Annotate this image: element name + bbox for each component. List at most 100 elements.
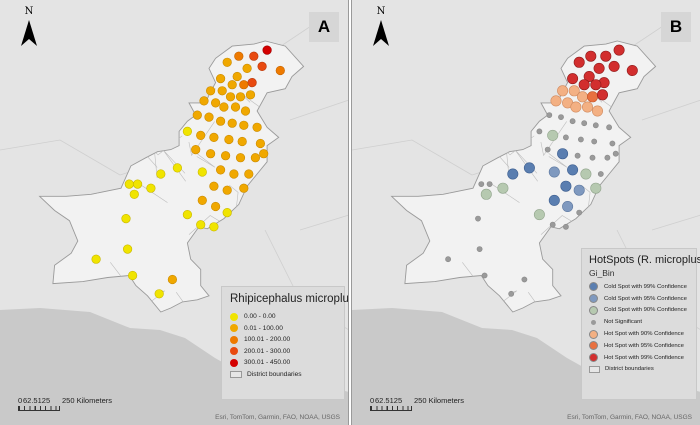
sample-point[interactable]	[216, 165, 226, 175]
sample-point[interactable]	[544, 146, 551, 153]
sample-point[interactable]	[227, 80, 237, 90]
sample-point[interactable]	[481, 272, 488, 279]
sample-point[interactable]	[182, 210, 192, 220]
sample-point[interactable]	[557, 85, 569, 97]
sample-point[interactable]	[219, 102, 229, 112]
sample-point[interactable]	[590, 79, 602, 91]
sample-point[interactable]	[604, 154, 611, 161]
sample-point[interactable]	[129, 189, 139, 199]
map-panel-b[interactable]: N B HotSpots (R. microplus) Gi_Bin Cold …	[351, 0, 700, 425]
sample-point[interactable]	[133, 179, 143, 189]
sample-point[interactable]	[191, 145, 201, 155]
sample-point[interactable]	[222, 57, 232, 67]
sample-point[interactable]	[626, 65, 638, 77]
sample-point[interactable]	[570, 101, 582, 113]
sample-point[interactable]	[242, 63, 252, 73]
sample-point[interactable]	[211, 98, 221, 108]
sample-point[interactable]	[533, 209, 545, 221]
sample-point[interactable]	[222, 185, 232, 195]
sample-point[interactable]	[211, 201, 221, 212]
sample-point[interactable]	[262, 45, 272, 55]
sample-point[interactable]	[199, 96, 209, 106]
sample-point[interactable]	[558, 114, 564, 120]
sample-point[interactable]	[122, 244, 133, 254]
sample-point[interactable]	[156, 169, 166, 179]
sample-point[interactable]	[587, 91, 599, 103]
sample-point[interactable]	[580, 168, 592, 180]
sample-point[interactable]	[508, 290, 515, 297]
sample-point[interactable]	[612, 150, 619, 157]
sample-point[interactable]	[275, 65, 285, 76]
sample-point[interactable]	[196, 220, 206, 230]
sample-point[interactable]	[536, 128, 543, 135]
sample-point[interactable]	[480, 188, 492, 200]
sample-point[interactable]	[227, 118, 237, 128]
map-panel-a[interactable]: N A Rhipicephalus microplus 0.00 - 0.00 …	[0, 0, 349, 425]
sample-point[interactable]	[222, 208, 232, 218]
sample-point[interactable]	[573, 56, 585, 68]
sample-point[interactable]	[548, 194, 560, 206]
sample-point[interactable]	[549, 221, 556, 228]
sample-point[interactable]	[217, 86, 227, 96]
sample-point[interactable]	[591, 138, 598, 145]
sample-point[interactable]	[583, 71, 595, 83]
sample-point[interactable]	[590, 182, 602, 194]
sample-point[interactable]	[557, 148, 569, 160]
sample-point[interactable]	[476, 246, 483, 252]
sample-point[interactable]	[613, 44, 625, 56]
sample-point[interactable]	[475, 215, 481, 222]
sample-point[interactable]	[592, 122, 599, 129]
sample-point[interactable]	[445, 256, 451, 263]
sample-point[interactable]	[577, 91, 589, 103]
sample-point[interactable]	[182, 126, 192, 136]
sample-point[interactable]	[239, 80, 249, 90]
sample-point[interactable]	[521, 276, 528, 283]
sample-point[interactable]	[578, 79, 590, 91]
sample-point[interactable]	[562, 223, 569, 230]
sample-point[interactable]	[478, 181, 485, 187]
sample-point[interactable]	[237, 136, 247, 147]
sample-point[interactable]	[497, 182, 509, 194]
sample-point[interactable]	[216, 116, 226, 126]
sample-point[interactable]	[486, 181, 493, 187]
sample-point[interactable]	[523, 162, 535, 174]
sample-point[interactable]	[582, 101, 594, 113]
sample-point[interactable]	[569, 118, 576, 125]
sample-point[interactable]	[209, 132, 219, 142]
sample-point[interactable]	[240, 106, 251, 116]
sample-point[interactable]	[239, 183, 249, 193]
sample-point[interactable]	[567, 164, 579, 176]
sample-point[interactable]	[221, 151, 231, 161]
sample-point[interactable]	[235, 153, 246, 163]
sample-point[interactable]	[146, 183, 156, 193]
sample-point[interactable]	[245, 90, 256, 100]
sample-point[interactable]	[244, 169, 254, 179]
sample-point[interactable]	[197, 195, 207, 205]
sample-point[interactable]	[239, 120, 249, 130]
map-canvas-b[interactable]	[352, 0, 700, 425]
sample-point[interactable]	[91, 254, 101, 264]
sample-point[interactable]	[234, 51, 244, 61]
sample-point[interactable]	[573, 184, 585, 196]
sample-point[interactable]	[507, 168, 519, 180]
sample-point[interactable]	[606, 124, 612, 131]
sample-point[interactable]	[196, 130, 206, 140]
sample-point[interactable]	[128, 270, 138, 281]
sample-point[interactable]	[577, 136, 584, 143]
sample-point[interactable]	[250, 153, 260, 163]
sample-point[interactable]	[216, 73, 226, 84]
sample-point[interactable]	[197, 167, 207, 177]
sample-point[interactable]	[154, 289, 164, 299]
sample-point[interactable]	[609, 140, 616, 147]
sample-point[interactable]	[230, 102, 241, 112]
sample-point[interactable]	[562, 134, 569, 141]
sample-point[interactable]	[252, 122, 262, 132]
sample-point[interactable]	[562, 201, 574, 213]
sample-point[interactable]	[592, 105, 604, 117]
sample-point[interactable]	[593, 62, 605, 74]
sample-point[interactable]	[259, 149, 269, 159]
sample-point[interactable]	[576, 209, 583, 216]
sample-point[interactable]	[255, 138, 266, 149]
sample-point[interactable]	[550, 95, 562, 107]
sample-point[interactable]	[204, 112, 214, 122]
